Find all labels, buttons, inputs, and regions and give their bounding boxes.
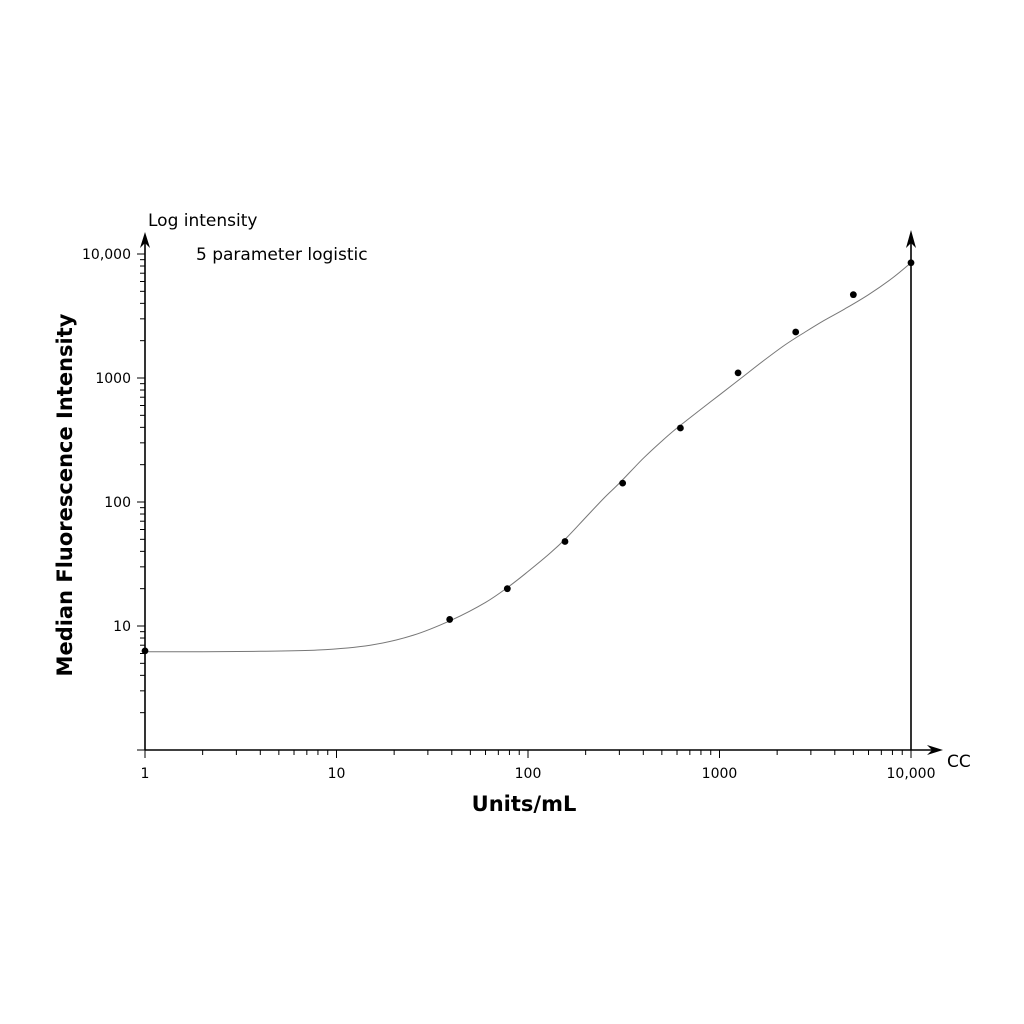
data-point: [849, 291, 857, 299]
y-tick-label: 100: [104, 495, 131, 511]
data-point: [561, 538, 569, 545]
y-tick-label: 1000: [95, 371, 131, 387]
fit-curve-line: [144, 262, 912, 653]
x-axis-arrow-icon: [927, 745, 943, 755]
x-tick-label: 1000: [702, 766, 738, 782]
data-point: [907, 259, 915, 267]
x-axis-end-label: CC: [947, 752, 971, 772]
data-point: [792, 328, 800, 336]
ticks: 1 10 100 1000 10,000 10 100 1000 10,000: [82, 247, 936, 782]
data-point: [503, 585, 511, 593]
x-tick-label: 10,000: [887, 766, 936, 782]
data-point: [141, 647, 149, 655]
data-point: [446, 616, 454, 623]
y-axis-title: Median Fluorescence Intensity: [53, 313, 77, 676]
x-tick-label: 1: [141, 766, 150, 782]
data-point: [619, 479, 627, 487]
fit-curve-layer: [144, 262, 912, 653]
data-point: [677, 424, 684, 432]
y-tick-label: 10: [113, 619, 131, 635]
x-tick-label: 10: [328, 766, 346, 782]
axes: [140, 230, 943, 755]
y-axis-top-label: Log intensity: [148, 211, 257, 231]
y-axis-arrow-icon: [140, 232, 150, 248]
x-axis-title: Units/mL: [472, 792, 577, 816]
model-annotation: 5 parameter logistic: [196, 245, 368, 265]
data-point: [734, 369, 742, 377]
x-tick-label: 100: [515, 766, 542, 782]
y-tick-label: 10,000: [82, 247, 131, 263]
data-points-layer: [141, 259, 915, 655]
cc-line-arrow-icon: [906, 230, 916, 248]
